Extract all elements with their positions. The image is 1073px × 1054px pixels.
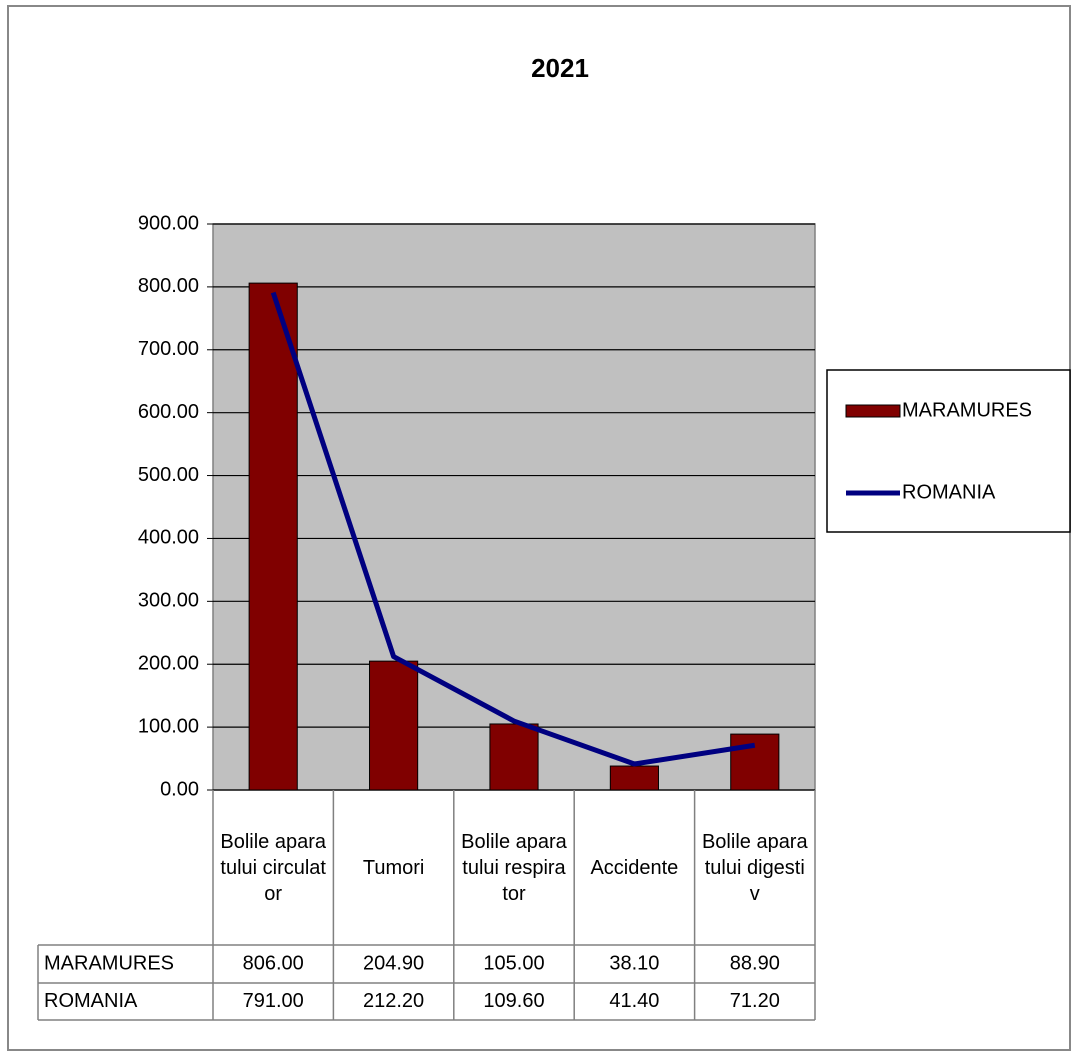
y-tick-label: 600.00 [138, 401, 199, 423]
table-value: 38.10 [609, 952, 659, 974]
category-cell: Bolile aparatului digestiv [701, 830, 808, 905]
bar [730, 733, 780, 791]
table-value: 791.00 [243, 990, 304, 1012]
table-row-label: MARAMURES [44, 952, 174, 974]
table-value: 88.90 [730, 952, 780, 974]
table-row-label: ROMANIA [44, 990, 138, 1012]
table-value: 212.20 [363, 990, 424, 1012]
bar [369, 660, 419, 791]
line [270, 291, 756, 767]
y-tick-label: 300.00 [138, 590, 199, 612]
legend-box [826, 369, 1071, 533]
y-tick-label: 900.00 [138, 212, 199, 234]
category-cell: Bolile aparatului circulator [220, 830, 326, 905]
bar [489, 723, 539, 791]
bar [248, 282, 298, 791]
table-value: 806.00 [243, 952, 304, 974]
category-cell: Accidente [590, 856, 679, 879]
table-value: 105.00 [483, 952, 544, 974]
y-tick-label: 500.00 [138, 464, 199, 486]
x-tick-label: Accidente [590, 856, 679, 879]
table-value: 109.60 [483, 990, 544, 1012]
y-tick-label: 200.00 [138, 653, 199, 675]
legend-swatch [845, 404, 901, 418]
chart-title: 2021 [531, 53, 589, 83]
table-value: 204.90 [363, 952, 424, 974]
plot-area [212, 223, 816, 791]
category-cell: Tumori [362, 856, 425, 879]
x-tick-label: Bolile aparatului respirator [461, 830, 567, 905]
legend-label: ROMANIA [902, 481, 996, 503]
category-cell: Bolile aparatului respirator [461, 830, 567, 905]
y-tick-label: 100.00 [138, 715, 199, 737]
table-value: 41.40 [609, 990, 659, 1012]
y-tick-label: 400.00 [138, 527, 199, 549]
x-tick-label: Tumori [362, 856, 425, 879]
x-tick-label: Bolile aparatului circulator [220, 830, 326, 905]
table-value: 71.20 [730, 990, 780, 1012]
bar [609, 765, 659, 791]
legend-label: MARAMURES [902, 399, 1032, 421]
x-tick-label: Bolile aparatului digestiv [701, 830, 808, 905]
y-tick-label: 800.00 [138, 275, 199, 297]
y-tick-label: 700.00 [138, 338, 199, 360]
y-tick-label: 0.00 [160, 778, 199, 800]
